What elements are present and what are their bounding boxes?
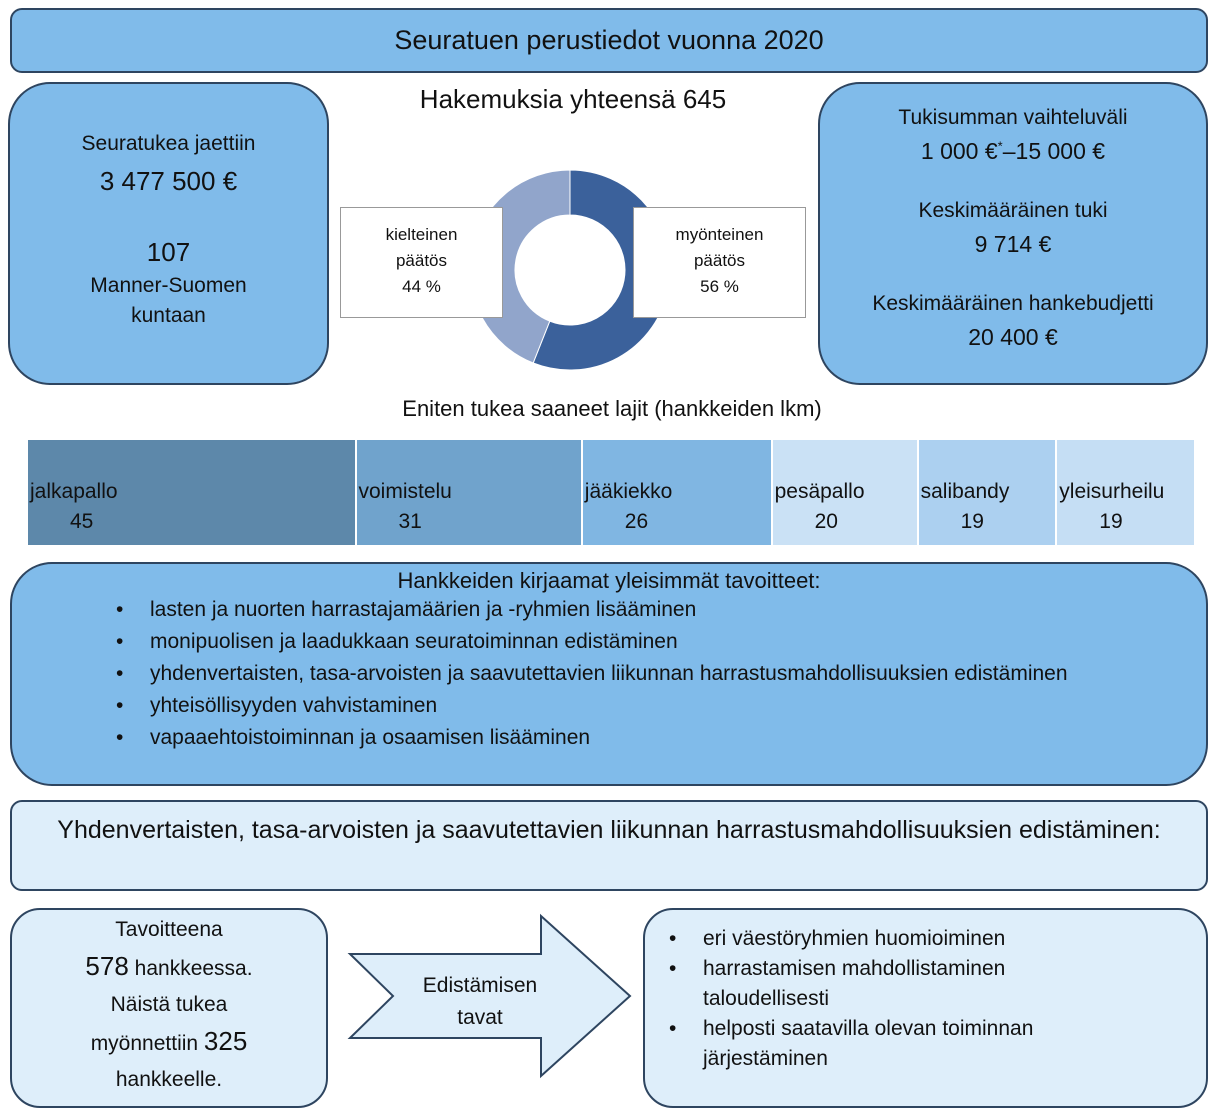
amount: 3 477 500 € (99, 166, 238, 196)
target-box: Tavoitteena 578 hankkeessa. Näistä tukea… (10, 908, 328, 1108)
category-label: pesäpallo (774, 480, 865, 503)
donut-label-box: kielteinen päätös 44 % (340, 207, 503, 318)
category-label: voimistelu (358, 480, 452, 503)
donut-label: kielteinen päätös 44 % (340, 207, 503, 318)
number: 578 (85, 951, 129, 981)
text: Tukisumman vaihteluväli (898, 106, 1128, 129)
arrow-label: Edistämisen tavat (422, 974, 538, 1029)
value-label: 45 (70, 510, 94, 533)
category-label: kielteinen päätös (385, 225, 458, 270)
text: myönnettiin (90, 1032, 199, 1055)
category-label: jääkiekko (584, 480, 673, 503)
text: Manner-Suomen (90, 274, 247, 297)
list-item: harrastamisen mahdollistaminen taloudell… (669, 954, 1123, 1014)
left-box: Seuratukea jaettiin 3 477 500 € 107 Mann… (8, 82, 329, 385)
value-label: 20 (814, 510, 838, 533)
header: Seuratuen perustiedot vuonna 2020 (10, 8, 1208, 73)
strip-segment (772, 440, 919, 545)
range: 1 000 €*–15 000 € (820, 138, 1206, 165)
page: Seuratuen perustiedot vuonna 2020 Seurat… (0, 0, 1210, 1084)
strip-segment (1057, 440, 1196, 545)
strip-segment (582, 440, 773, 545)
list-item: lasten ja nuorten harrastajamäärien ja -… (116, 594, 1110, 626)
strip-segment (918, 440, 1058, 545)
goals-title: Hankkeiden kirjaamat yleisimmät tavoitte… (397, 568, 821, 593)
text: Tavoitteena (115, 918, 223, 941)
right-box: Tukisumman vaihteluväli 1 000 €*–15 000 … (818, 82, 1208, 385)
note: * (997, 138, 1003, 154)
value-label: 19 (1099, 510, 1123, 533)
text: Keskimääräinen hankebudjetti (872, 292, 1154, 315)
donut-label: myönteinen päätös 56 % (633, 207, 806, 318)
category-label: jalkapallo (30, 480, 118, 503)
text: Keskimääräinen tuki (918, 199, 1108, 222)
header-title: Seuratuen perustiedot vuonna 2020 (394, 25, 824, 55)
text: Näistä tukea (110, 993, 228, 1016)
list-item: helposti saatavilla olevan toiminnan jär… (669, 1014, 1123, 1074)
donut-title: Hakemuksia yhteensä 645 (419, 84, 727, 114)
list-item: yhteisöllisyyden vahvistaminen (116, 690, 1110, 722)
value-label: 44 % (402, 277, 441, 296)
text: 1 000 € (920, 138, 998, 164)
equality-title: Yhdenvertaisten, tasa-arvoisten ja saavu… (57, 816, 1161, 844)
text: hankkeessa. (134, 957, 253, 980)
donut-chart: myönteinen päätös 56 % kielteinen päätös 44… (340, 169, 806, 371)
strip-title: Eniten tukea saaneet lajit (hankkeiden l… (402, 396, 822, 421)
methods-list: eri väestöryhmien huomioiminenharrastami… (669, 924, 1123, 1074)
list-item: eri väestöryhmien huomioiminen (669, 924, 1123, 954)
goals-box: Hankkeiden kirjaamat yleisimmät tavoitte… (10, 562, 1208, 786)
text: hankkeelle. (115, 1068, 223, 1091)
text: 20 400 € (968, 324, 1058, 350)
list-item: monipuolisen ja laadukkaan seuratoiminna… (116, 626, 1110, 658)
value-label: 19 (960, 510, 984, 533)
strip-segment (356, 440, 583, 545)
text: kuntaan (131, 304, 206, 327)
number: 325 (203, 1026, 248, 1056)
category-label: yleisurheilu (1059, 480, 1165, 503)
strip-segment (28, 440, 357, 545)
text: –15 000 € (1002, 138, 1106, 164)
list-item: yhdenvertaisten, tasa-arvoisten ja saavu… (116, 658, 1110, 690)
goals-list: lasten ja nuorten harrastajamäärien ja -… (116, 594, 1110, 754)
category-label: salibandy (920, 480, 1010, 503)
text: Seuratukea jaettiin (81, 132, 256, 155)
strip-chart: jalkapallo 45 voimistelu 31 jääkiekko 26 pesäp… (28, 440, 1196, 545)
arrow-shape (347, 913, 632, 1079)
donut-label-box: myönteinen päätös 56 % (633, 207, 806, 318)
arrow (347, 913, 632, 1079)
value-label: 56 % (700, 277, 739, 296)
category-label: myönteinen päätös (675, 225, 764, 270)
list-item: vapaaehtoistoiminnan ja osaamisen lisääm… (116, 722, 1110, 754)
value-label: 26 (624, 510, 649, 533)
methods-box: eri väestöryhmien huomioiminenharrastami… (643, 908, 1208, 1108)
value-label: 31 (398, 510, 422, 533)
equality-box: Yhdenvertaisten, tasa-arvoisten ja saavu… (10, 800, 1208, 891)
text: 9 714 € (974, 231, 1052, 257)
count: 107 (146, 237, 191, 267)
